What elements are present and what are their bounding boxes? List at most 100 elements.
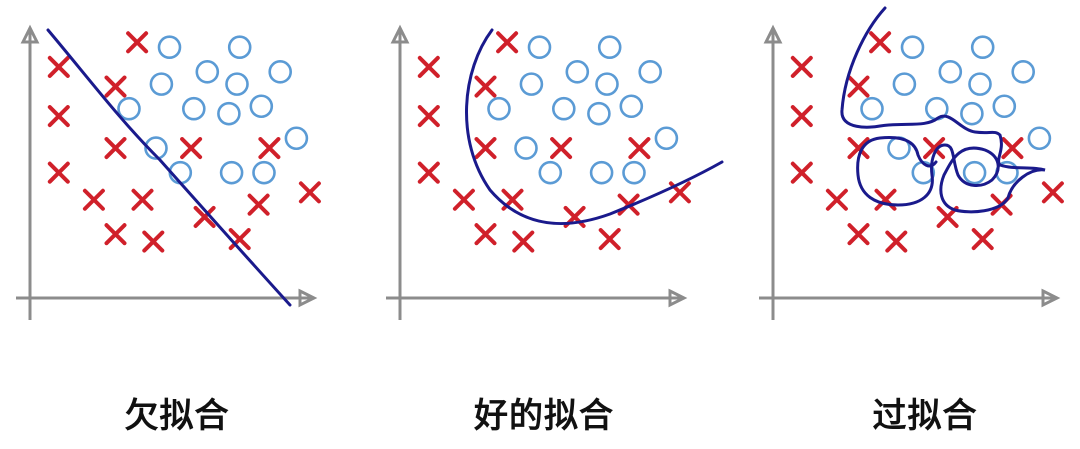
circle-icon bbox=[654, 126, 679, 151]
circle-icon bbox=[487, 96, 511, 121]
cross-icon bbox=[885, 230, 908, 253]
circle-icon bbox=[619, 94, 644, 119]
cross-icon bbox=[617, 193, 640, 216]
cross-icon bbox=[142, 230, 165, 253]
circle-icon bbox=[960, 101, 984, 126]
cross-icon bbox=[417, 105, 440, 128]
circle-icon bbox=[249, 94, 274, 119]
cross-icon bbox=[790, 161, 813, 184]
panel-underfit bbox=[16, 24, 321, 320]
x-axis-arrow-icon bbox=[298, 288, 318, 308]
circle-icon bbox=[622, 160, 646, 185]
cross-icon bbox=[47, 161, 70, 184]
circle-icon bbox=[519, 72, 544, 96]
circle-icon bbox=[268, 60, 293, 84]
decision-boundary bbox=[840, 6, 1046, 214]
cross-icon bbox=[1001, 137, 1024, 160]
circle-icon bbox=[284, 126, 309, 151]
cross-icon bbox=[790, 55, 813, 78]
cross-icon bbox=[550, 137, 573, 160]
cross-icon bbox=[847, 223, 870, 246]
cross-icon bbox=[628, 137, 651, 160]
cross-icon bbox=[47, 55, 70, 78]
cross-icon bbox=[452, 188, 475, 211]
circle-icon bbox=[227, 35, 252, 60]
caption-overfit: 过拟合 bbox=[872, 396, 978, 436]
panel-good-fit bbox=[386, 24, 724, 320]
circle-icon bbox=[1027, 126, 1052, 151]
decision-boundary bbox=[46, 28, 292, 307]
circle-icon bbox=[595, 72, 619, 96]
x-axis-arrow-icon bbox=[1041, 288, 1061, 308]
cross-icon bbox=[474, 75, 497, 98]
circle-icon bbox=[565, 60, 590, 84]
circle-icon bbox=[117, 96, 141, 121]
cross-icon bbox=[971, 228, 994, 251]
circle-icon bbox=[157, 35, 182, 60]
x-axis-arrow-icon bbox=[668, 288, 688, 308]
cross-icon bbox=[825, 188, 848, 211]
circle-icon bbox=[900, 35, 925, 60]
cross-icon bbox=[847, 137, 870, 160]
y-axis-arrow-icon bbox=[390, 24, 410, 44]
cross-icon bbox=[82, 188, 105, 211]
cross-icon bbox=[496, 31, 519, 54]
y-axis-arrow-icon bbox=[20, 24, 40, 44]
cross-icon bbox=[869, 31, 892, 54]
circle-icon bbox=[144, 136, 168, 160]
circle-icon bbox=[219, 160, 244, 185]
axes bbox=[759, 24, 1061, 320]
circle-icon bbox=[589, 160, 614, 185]
circle-icon bbox=[968, 72, 992, 96]
circle-icon bbox=[962, 160, 987, 185]
cross-icon bbox=[512, 230, 535, 253]
decision-boundary bbox=[465, 28, 724, 226]
circle-icon bbox=[195, 60, 220, 84]
cross-icon bbox=[417, 55, 440, 78]
cross-icon bbox=[180, 137, 203, 160]
cross-icon bbox=[126, 31, 149, 54]
cross-icon bbox=[298, 181, 321, 204]
circle-icon bbox=[551, 96, 576, 121]
circle-icon bbox=[1011, 60, 1036, 84]
panel-overfit bbox=[759, 6, 1064, 320]
circle-icon bbox=[587, 101, 611, 126]
circle-icon bbox=[597, 35, 622, 60]
circle-icon bbox=[970, 35, 995, 60]
cross-icon bbox=[258, 137, 281, 160]
circle-icon bbox=[860, 96, 884, 121]
y-axis-arrow-icon bbox=[763, 24, 783, 44]
circle-icon bbox=[538, 160, 563, 185]
cross-icon bbox=[474, 137, 497, 160]
circle-icon bbox=[938, 60, 963, 84]
cross-icon bbox=[131, 188, 154, 211]
circle-icon bbox=[892, 72, 917, 96]
cross-icon bbox=[847, 75, 870, 98]
cross-icon bbox=[790, 105, 813, 128]
cross-icon bbox=[417, 161, 440, 184]
cross-icon bbox=[247, 193, 270, 216]
caption-good-fit: 好的拟合 bbox=[474, 396, 614, 436]
cross-icon bbox=[474, 223, 497, 246]
circle-icon bbox=[225, 72, 249, 96]
cross-icon bbox=[228, 228, 251, 251]
cross-icon bbox=[1041, 181, 1064, 204]
circle-icon bbox=[252, 160, 276, 185]
circle-icon bbox=[527, 35, 552, 60]
cross-icon bbox=[104, 137, 127, 160]
caption-underfit: 欠拟合 bbox=[124, 396, 230, 436]
cross-icon bbox=[47, 105, 70, 128]
axes bbox=[16, 24, 318, 320]
circle-icon bbox=[182, 96, 206, 121]
cross-icon bbox=[104, 75, 127, 98]
cross-icon bbox=[193, 205, 216, 228]
cross-icon bbox=[598, 228, 621, 251]
circle-icon bbox=[638, 60, 663, 84]
axes bbox=[386, 24, 688, 320]
circle-icon bbox=[217, 101, 241, 126]
circle-icon bbox=[992, 94, 1017, 119]
circle-icon bbox=[149, 72, 174, 96]
cross-icon bbox=[923, 137, 946, 160]
cross-icon bbox=[104, 223, 127, 246]
